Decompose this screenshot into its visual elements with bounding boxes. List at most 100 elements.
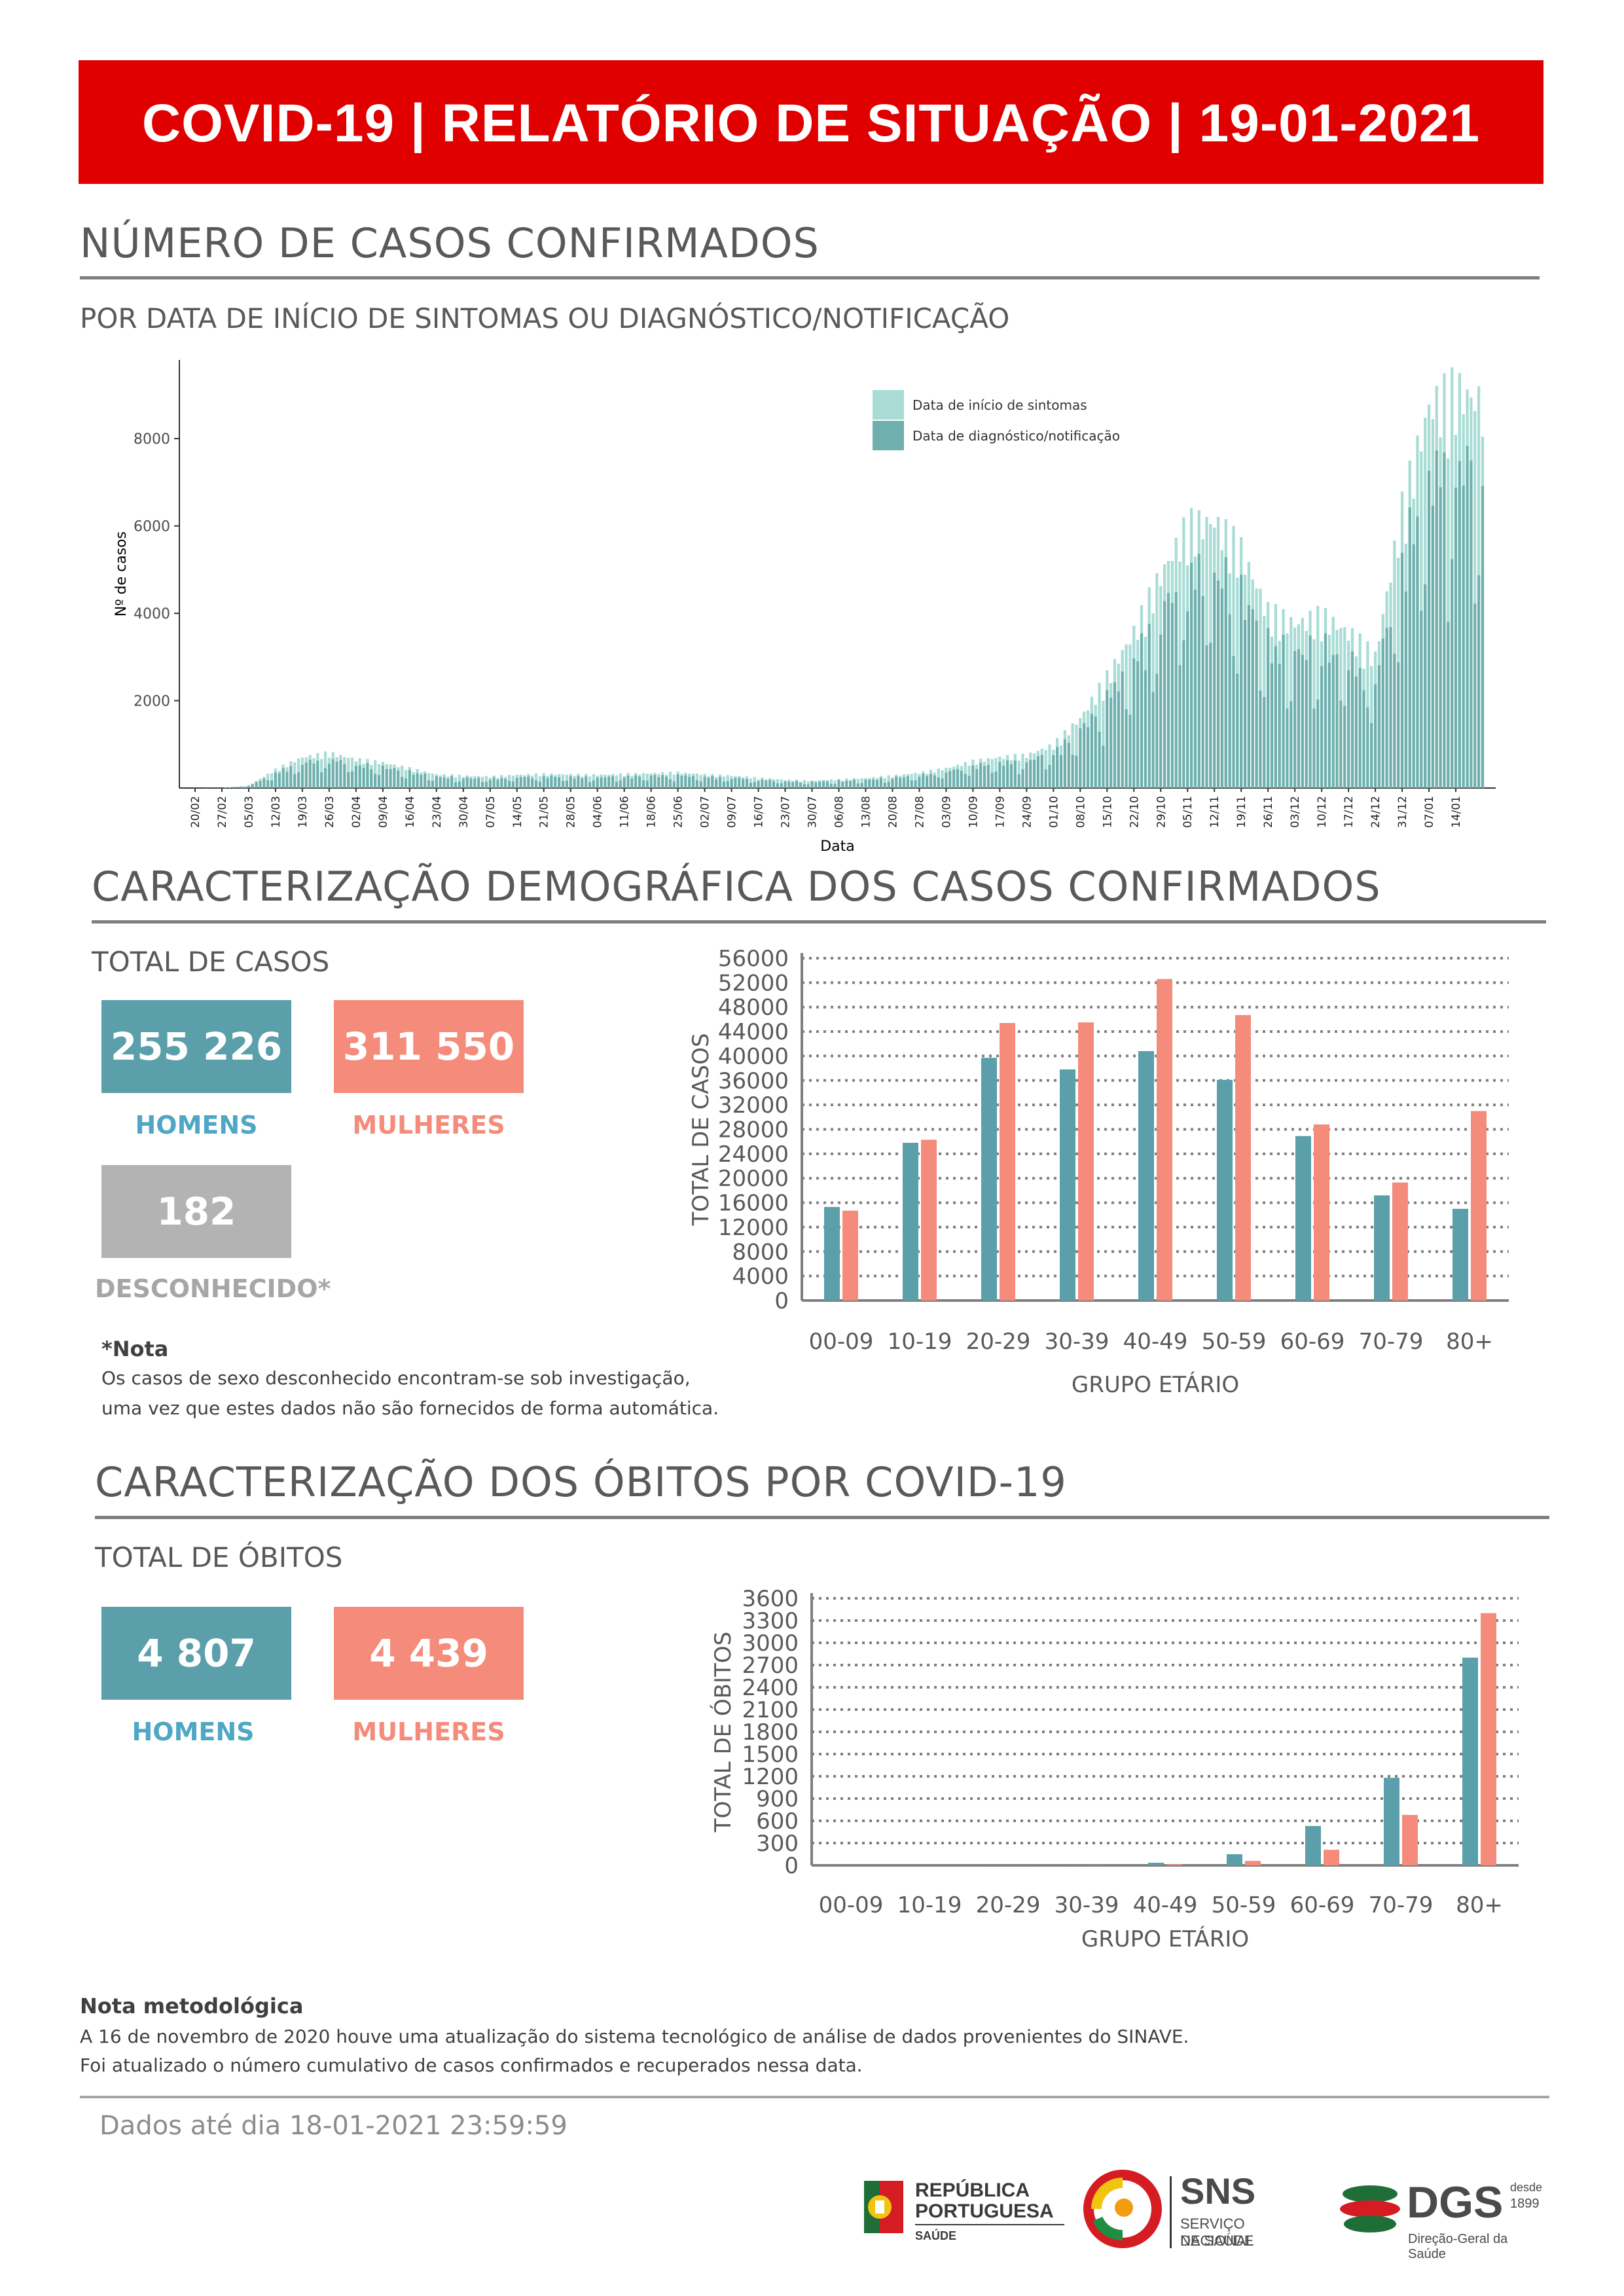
diagnosis-bar	[883, 782, 886, 788]
men-bar	[1227, 1854, 1242, 1865]
demographics-section-title: CARACTERIZAÇÃO DEMOGRÁFICA DOS CASOS CON…	[92, 863, 1381, 910]
y-tick-label: 1200	[742, 1764, 799, 1790]
diagnosis-bar	[945, 772, 948, 788]
diagnosis-bar	[335, 761, 338, 788]
diagnosis-bar	[565, 780, 568, 788]
x-category-label: 10-19	[897, 1892, 962, 1918]
x-axis-title: Data	[820, 838, 855, 855]
diagnosis-bar	[1086, 727, 1090, 788]
diagnosis-bar	[753, 781, 756, 788]
x-tick-label: 14/05	[511, 796, 524, 828]
diagnosis-bar	[389, 768, 392, 788]
y-tick-label: 0	[784, 1853, 799, 1879]
diagnosis-bar	[1404, 591, 1408, 788]
diagnosis-bar	[511, 781, 514, 788]
diagnosis-bar	[1427, 471, 1431, 788]
men-cases-label: HOMENS	[135, 1111, 258, 1139]
diagnosis-bar	[672, 781, 676, 788]
diagnosis-bar	[638, 776, 641, 788]
diagnosis-bar	[1009, 764, 1013, 788]
x-tick-label: 20/08	[886, 796, 899, 828]
diagnosis-bar	[1090, 713, 1093, 788]
diagnosis-bar	[860, 783, 863, 788]
x-tick-label: 03/12	[1289, 796, 1302, 828]
diagnosis-bar	[941, 778, 944, 788]
x-tick-label: 27/08	[913, 796, 926, 828]
diagnosis-bar	[1071, 755, 1074, 788]
x-tick-label: 02/07	[699, 796, 712, 828]
diagnosis-bar	[401, 777, 404, 788]
diagnosis-bar	[488, 780, 492, 788]
x-category-label: 40-49	[1133, 1892, 1198, 1918]
diagnosis-bar	[1473, 603, 1477, 788]
diagnosis-bar	[515, 778, 518, 788]
diagnosis-bar	[1163, 601, 1166, 788]
y-tick-label: 3300	[742, 1608, 799, 1634]
diagnosis-bar	[274, 772, 278, 788]
diagnosis-bar	[856, 783, 859, 788]
symptoms-bar	[829, 779, 833, 788]
diagnosis-bar	[1232, 656, 1235, 788]
diagnosis-bar	[1282, 634, 1285, 788]
diagnosis-bar	[442, 777, 446, 788]
y-tick-label: 3600	[742, 1586, 799, 1612]
note-line-1: Os casos de sexo desconhecido encontram-…	[101, 1367, 691, 1389]
x-tick-label: 24/09	[1020, 796, 1034, 828]
diagnosis-bar	[926, 776, 929, 788]
diagnosis-bar	[473, 778, 477, 788]
diagnosis-bar	[507, 780, 511, 788]
diagnosis-bar	[412, 774, 415, 788]
x-category-label: 10-19	[888, 1329, 952, 1355]
x-tick-label: 02/04	[350, 796, 363, 828]
diagnosis-bar	[1052, 755, 1055, 788]
diagnosis-bar	[634, 775, 638, 788]
x-tick-label: 10/09	[967, 796, 980, 828]
x-tick-label: 30/07	[806, 796, 820, 828]
diagnosis-bar	[1021, 769, 1024, 788]
diagnosis-bar	[1251, 609, 1254, 788]
report-title: COVID-19 | RELATÓRIO DE SITUAÇÃO | 19-01…	[141, 94, 1481, 153]
diagnosis-bar	[695, 780, 698, 788]
x-tick-label: 09/04	[377, 796, 390, 828]
diagnosis-bar	[868, 780, 871, 788]
diagnosis-bar	[461, 778, 465, 788]
diagnosis-bar	[864, 780, 867, 788]
men-bar	[1305, 1825, 1321, 1865]
diagnosis-bar	[297, 772, 300, 788]
diagnosis-bar	[772, 781, 776, 788]
diagnosis-bar	[404, 778, 408, 788]
diagnosis-bar	[757, 781, 760, 788]
diagnosis-bar	[1228, 614, 1231, 788]
x-tick-label: 13/08	[859, 796, 873, 828]
logo1-line2: PORTUGUESA	[915, 2200, 1054, 2222]
diagnosis-bar	[1278, 664, 1281, 788]
diagnosis-bar	[1243, 620, 1247, 788]
diagnosis-bar	[496, 780, 499, 788]
x-category-label: 00-09	[809, 1329, 874, 1355]
x-tick-label: 05/03	[243, 796, 256, 828]
diagnosis-bar	[1147, 624, 1151, 788]
x-tick-label: 20/02	[189, 796, 202, 828]
x-tick-label: 23/04	[431, 796, 444, 828]
men-bar	[1148, 1863, 1164, 1865]
y-tick-label: 56000	[718, 946, 789, 972]
x-category-label: 60-69	[1280, 1329, 1345, 1355]
diagnosis-bar	[300, 764, 304, 788]
diagnosis-bar	[1481, 486, 1485, 788]
diagnosis-bar	[1339, 700, 1343, 788]
diagnosis-bar	[684, 775, 687, 788]
y-tick-label: 44000	[718, 1019, 789, 1045]
diagnosis-bar	[435, 776, 438, 788]
diagnosis-bar	[891, 779, 894, 788]
note-line-2: uma vez que estes dados não são fornecid…	[101, 1397, 719, 1419]
men-bar	[981, 1058, 997, 1300]
diagnosis-bar	[1393, 653, 1396, 788]
y-tick-label: 4000	[134, 606, 170, 622]
diagnosis-bar	[534, 780, 538, 788]
diagnosis-bar	[1447, 622, 1450, 788]
diagnosis-bar	[722, 781, 725, 788]
diagnosis-bar	[1424, 584, 1427, 788]
diagnosis-bar	[803, 783, 806, 788]
x-tick-label: 04/06	[592, 796, 605, 828]
symptoms-bar	[887, 775, 890, 788]
